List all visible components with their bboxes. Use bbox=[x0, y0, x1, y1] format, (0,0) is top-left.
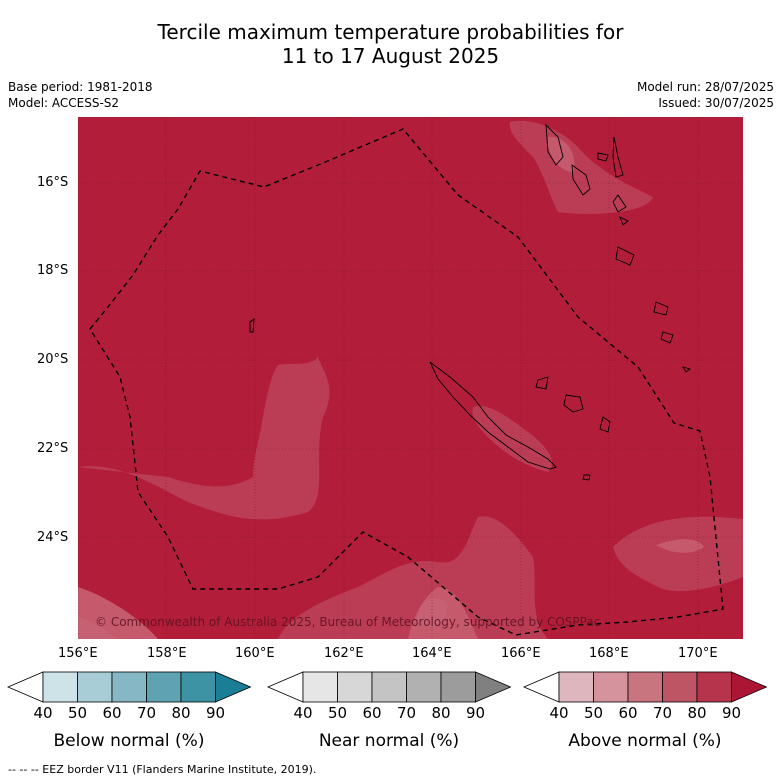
above-normal-colorbar-max-arrow bbox=[731, 671, 768, 703]
below-normal-tick-label: 80 bbox=[171, 704, 191, 722]
low-prob-region-se bbox=[613, 516, 743, 592]
lat-label-16s: 16°S bbox=[37, 175, 69, 190]
lon-label-156e: 156°E bbox=[58, 646, 98, 661]
lon-label-166e: 166°E bbox=[501, 646, 541, 661]
lon-label-170e: 170°E bbox=[678, 646, 718, 661]
western-islet bbox=[249, 318, 255, 333]
model-name: Model: ACCESS-S2 bbox=[8, 96, 120, 110]
near-normal-colorbar-segment bbox=[406, 671, 442, 703]
above-normal-colorbar-segment bbox=[593, 671, 629, 703]
title-line-2: 11 to 17 August 2025 bbox=[281, 44, 500, 68]
low-prob-region-ne bbox=[509, 120, 653, 214]
lon-label-164e: 164°E bbox=[412, 646, 452, 661]
islands bbox=[249, 123, 691, 481]
lon-label-158e: 158°E bbox=[147, 646, 187, 661]
near-normal-colorbar bbox=[266, 671, 512, 703]
near-normal-tick-label: 60 bbox=[362, 704, 382, 722]
below-normal-label: Below normal (%) bbox=[53, 731, 205, 751]
southern-islet bbox=[582, 474, 591, 481]
lon-label-168e: 168°E bbox=[589, 646, 629, 661]
near-normal-colorbar-min-arrow bbox=[266, 671, 304, 703]
lat-label-24s: 24°S bbox=[37, 530, 69, 545]
low-prob-region-ne-inner bbox=[547, 136, 575, 172]
probability-map: © Commonwealth of Australia 2025, Bureau… bbox=[78, 117, 743, 639]
near-normal-tick-label: 90 bbox=[465, 704, 486, 722]
below-normal-colorbar-segment bbox=[77, 671, 113, 703]
above-normal-label: Above normal (%) bbox=[568, 731, 722, 751]
above-normal-colorbar-segment bbox=[662, 671, 698, 703]
below-normal-colorbar-segment bbox=[111, 671, 147, 703]
new-caledonia-island bbox=[429, 361, 557, 470]
below-normal-tick-label: 50 bbox=[67, 704, 88, 722]
issued-date: Issued: 30/07/2025 bbox=[658, 96, 774, 110]
lat-label-22s: 22°S bbox=[37, 441, 69, 456]
low-prob-region-s bbox=[278, 516, 548, 639]
below-normal-colorbar-segment bbox=[146, 671, 182, 703]
below-normal-colorbar-max-arrow bbox=[215, 671, 252, 703]
lon-label-162e: 162°E bbox=[324, 646, 364, 661]
model-run: Model run: 28/07/2025 bbox=[636, 80, 774, 94]
near-normal-colorbar-segment bbox=[337, 671, 373, 703]
above-normal-colorbar-segment bbox=[696, 671, 732, 703]
title-line-1: Tercile maximum temperature probabilitie… bbox=[157, 20, 624, 44]
low-prob-region-sw-inner bbox=[78, 617, 118, 639]
above-normal-colorbar-min-arrow bbox=[522, 671, 560, 703]
lat-label-18s: 18°S bbox=[37, 263, 69, 278]
above-normal-colorbar bbox=[522, 671, 768, 703]
above-normal-tick-label: 90 bbox=[721, 704, 742, 722]
base-period: Base period: 1981-2018 bbox=[8, 80, 153, 94]
lon-label-160e: 160°E bbox=[235, 646, 275, 661]
below-normal-tick-label: 40 bbox=[33, 704, 53, 722]
below-normal-colorbar-segment bbox=[180, 671, 216, 703]
below-normal-tick-label: 90 bbox=[205, 704, 226, 722]
loyalty-islands bbox=[535, 376, 611, 433]
above-normal-colorbar-segment bbox=[558, 671, 594, 703]
below-normal-colorbar-segment bbox=[42, 671, 78, 703]
near-normal-tick-label: 80 bbox=[431, 704, 451, 722]
near-normal-colorbar-segment bbox=[371, 671, 407, 703]
above-normal-colorbar-segment bbox=[627, 671, 663, 703]
near-normal-colorbar-segment bbox=[440, 671, 476, 703]
low-prob-region-newcaledonia bbox=[472, 406, 552, 472]
copyright-notice: © Commonwealth of Australia 2025, Bureau… bbox=[95, 615, 600, 629]
below-normal-colorbar bbox=[6, 671, 252, 703]
above-normal-tick-label: 50 bbox=[583, 704, 604, 722]
near-normal-tick-label: 50 bbox=[327, 704, 348, 722]
low-prob-region-s-patch bbox=[416, 598, 447, 627]
vanuatu-islands bbox=[545, 123, 635, 266]
near-normal-colorbar-segment bbox=[302, 671, 338, 703]
below-normal-tick-label: 70 bbox=[136, 704, 157, 722]
above-normal-tick-label: 60 bbox=[618, 704, 638, 722]
above-normal-tick-label: 80 bbox=[687, 704, 707, 722]
above-normal-tick-label: 40 bbox=[549, 704, 569, 722]
lat-label-20s: 20°S bbox=[37, 352, 69, 367]
colorbar-group bbox=[6, 671, 768, 703]
low-prob-region-se-inner bbox=[656, 539, 704, 553]
below-normal-colorbar-min-arrow bbox=[6, 671, 44, 703]
below-normal-tick-label: 60 bbox=[102, 704, 122, 722]
near-normal-tick-label: 70 bbox=[396, 704, 417, 722]
eez-footer-note: -- -- -- EEZ border V11 (Flanders Marine… bbox=[8, 763, 317, 776]
near-normal-label: Near normal (%) bbox=[318, 731, 460, 751]
near-normal-tick-label: 40 bbox=[293, 704, 313, 722]
eastern-islets bbox=[653, 301, 691, 373]
above-normal-tick-label: 70 bbox=[652, 704, 673, 722]
low-prob-region-sw bbox=[78, 357, 330, 520]
near-normal-colorbar-max-arrow bbox=[475, 671, 512, 703]
